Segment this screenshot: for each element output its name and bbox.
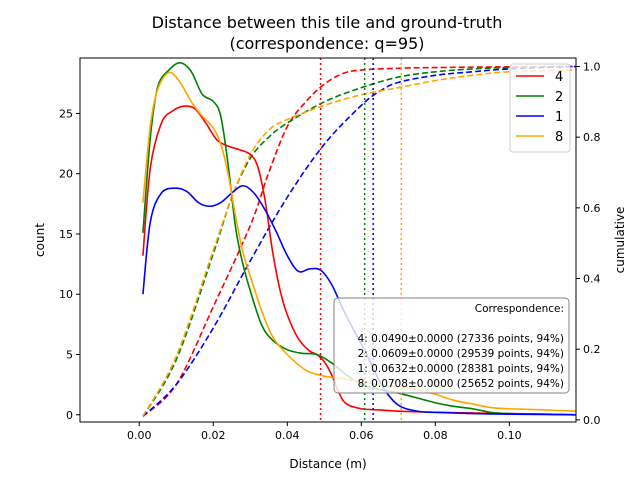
y-tick-label: 15 [59, 228, 73, 241]
x-tick-label: 0.02 [201, 429, 226, 442]
annotation-box [333, 297, 570, 394]
y2-tick-label: 0.8 [583, 131, 601, 144]
threshold-lines [319, 58, 403, 422]
x-tick-label: 0.00 [127, 429, 152, 442]
annotation-line: 1: 0.0632±0.0000 (28381 points, 94%) [358, 363, 564, 375]
legend-label-8: 8 [555, 130, 563, 145]
y-tick-label: 0 [66, 409, 73, 422]
cumulative-line-1 [142, 65, 577, 417]
y-tick-label: 5 [66, 349, 73, 362]
y-tick-label: 20 [59, 168, 73, 181]
density-line-4 [142, 105, 577, 416]
chart-title: Distance between this tile and ground-tr… [152, 13, 503, 32]
cumulative-line-8 [142, 69, 577, 417]
x-axis-ticks: 0.00 0.02 0.04 0.06 0.08 0.10 [127, 422, 522, 442]
y-tick-label: 25 [59, 107, 73, 120]
x-tick-label: 0.06 [349, 429, 374, 442]
legend-label-1: 1 [555, 110, 563, 125]
legend-label-2: 2 [555, 90, 563, 105]
y-tick-label: 10 [59, 288, 73, 301]
y2-axis-ticks: 0.0 0.2 0.4 0.6 0.8 1.0 [576, 60, 601, 427]
y2-axis-label: cumulative [613, 207, 627, 274]
x-tick-label: 0.10 [497, 429, 522, 442]
y2-tick-label: 0.4 [583, 273, 601, 286]
y-axis-ticks: 0 5 10 15 20 25 [59, 107, 80, 422]
y2-tick-label: 0.6 [583, 202, 601, 215]
cumulative-line-4 [142, 65, 577, 417]
legend-label-4: 4 [555, 70, 563, 85]
legend: 4 2 1 8 [509, 63, 571, 153]
annotation-line: 8: 0.0708±0.0000 (25652 points, 94%) [358, 378, 564, 390]
x-tick-label: 0.08 [423, 429, 448, 442]
y2-tick-label: 1.0 [583, 60, 601, 73]
chart-subtitle: (correspondence: q=95) [229, 34, 424, 53]
y-axis-label: count [33, 223, 47, 257]
y2-tick-label: 0.2 [583, 343, 601, 356]
x-tick-label: 0.04 [275, 429, 300, 442]
cumulative-curves [142, 65, 577, 417]
y2-tick-label: 0.0 [583, 414, 601, 427]
legend-frame [509, 63, 571, 153]
annotation-line: 4: 0.0490±0.0000 (27336 points, 94%) [358, 333, 564, 345]
x-axis-label: Distance (m) [289, 457, 366, 471]
annotation-line: 2: 0.0609±0.0000 (29539 points, 94%) [358, 348, 564, 360]
density-curves [142, 62, 577, 416]
density-line-1 [142, 184, 577, 416]
density-line-8 [142, 71, 577, 412]
cumulative-line-2 [142, 65, 577, 417]
annotation-title: Correspondence: [475, 303, 564, 315]
plot-frame [79, 57, 577, 423]
correspondence-annotation: Correspondence: 4: 0.0490±0.0000 (27336 … [333, 297, 570, 394]
